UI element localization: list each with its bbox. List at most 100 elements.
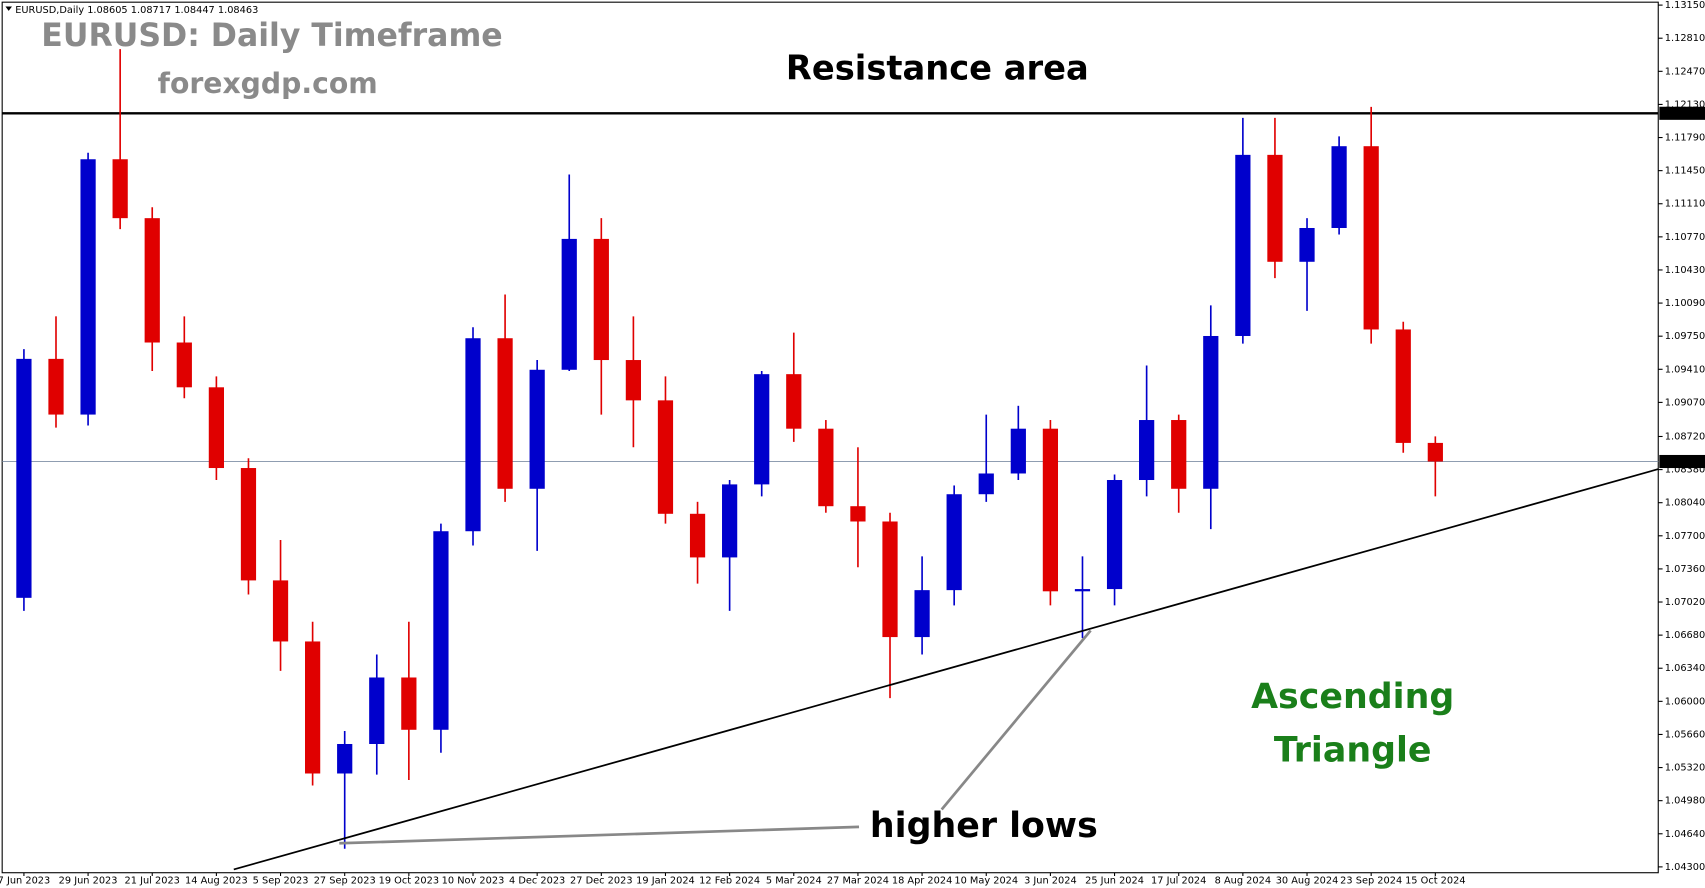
x-tick-label: 12 Feb 2024 [699, 875, 760, 886]
candle-body [914, 590, 930, 638]
x-tick-label: 5 Sep 2023 [253, 875, 309, 886]
chart-header: EURUSD,Daily 1.08605 1.08717 1.08447 1.0… [15, 5, 258, 16]
candle-body [689, 513, 706, 558]
candle-body [272, 580, 289, 642]
candle-body [1106, 480, 1123, 590]
y-tick-label: 1.05660 [1665, 729, 1705, 740]
x-tick-label: 29 Jun 2023 [59, 875, 118, 886]
y-tick-label: 1.06000 [1665, 696, 1705, 707]
price-label-box [1659, 454, 1705, 469]
y-tick-label: 1.11450 [1665, 166, 1705, 177]
candle-body [625, 360, 642, 401]
candle-body [1427, 442, 1443, 462]
candle-body [497, 338, 513, 489]
y-tick-label: 1.07700 [1665, 531, 1705, 542]
y-tick-label: 1.05320 [1665, 763, 1705, 774]
y-tick-label: 1.11110 [1665, 199, 1705, 210]
y-tick-label: 1.08380 [1665, 465, 1705, 476]
x-tick-label: 21 Jul 2023 [125, 875, 180, 886]
y-tick-label: 1.04980 [1665, 796, 1705, 807]
y-tick-label: 1.12130 [1665, 99, 1705, 110]
annotation: higher lows [870, 806, 1098, 846]
plot-frame [1, 1, 1659, 874]
candle-body [850, 506, 866, 522]
candle-body [1171, 420, 1187, 489]
candle-body [722, 484, 738, 558]
candle-body [337, 743, 353, 774]
chart-title: EURUSD: Daily Timeframe [41, 18, 502, 54]
x-tick-label: 19 Oct 2023 [379, 875, 439, 886]
y-tick-label: 1.04300 [1665, 862, 1705, 873]
candle-body [144, 218, 160, 343]
x-tick-label: 30 Aug 2024 [1276, 875, 1339, 886]
candle-body [48, 358, 64, 415]
candle-body [305, 641, 321, 774]
y-tick-label: 1.09410 [1665, 364, 1705, 375]
candle-body [754, 374, 770, 485]
x-tick-label: 8 Aug 2024 [1215, 875, 1271, 886]
candle-body [657, 400, 674, 514]
header-icon [5, 6, 12, 11]
candle-body [1299, 227, 1315, 262]
annotation: Ascending [1251, 677, 1454, 717]
x-tick-label: 10 May 2024 [954, 875, 1018, 886]
x-tick-label: 14 Aug 2023 [185, 875, 248, 886]
candle-body [16, 358, 32, 598]
y-tick-label: 1.06680 [1665, 630, 1705, 641]
x-tick-label: 5 Mar 2024 [766, 875, 822, 886]
candle-body [433, 531, 449, 730]
candle-body [1331, 146, 1347, 228]
candle-body [786, 374, 802, 429]
candle-body [401, 677, 417, 730]
price-label: 1.08463 [1663, 456, 1703, 467]
price-label-box [1659, 106, 1705, 120]
x-tick-label: 18 Apr 2024 [892, 875, 952, 886]
y-tick-label: 1.07360 [1665, 564, 1705, 575]
candle-body [1235, 154, 1251, 336]
candle-body [112, 159, 128, 219]
y-tick-label: 1.04640 [1665, 829, 1705, 840]
candle-body [1010, 428, 1026, 474]
price-label: 1.12039 [1663, 108, 1703, 119]
y-tick-label: 1.08720 [1665, 431, 1705, 442]
x-tick-label: 25 Jun 2024 [1085, 875, 1144, 886]
candle-body [1395, 329, 1411, 443]
y-tick-label: 1.11790 [1665, 133, 1705, 144]
candle-body [978, 473, 994, 495]
candle-body [1363, 146, 1379, 330]
candle-body [1267, 154, 1283, 262]
x-tick-label: 23 Sep 2024 [1340, 875, 1402, 886]
y-tick-label: 1.10770 [1665, 232, 1705, 243]
candle-body [561, 238, 577, 370]
pointer-line [940, 629, 1092, 811]
x-tick-label: 27 Mar 2024 [827, 875, 889, 886]
x-tick-label: 19 Jan 2024 [636, 875, 695, 886]
candle-body [208, 387, 224, 469]
candle-body [240, 468, 257, 581]
plot-area [2, 49, 1659, 849]
candle-body [80, 159, 96, 415]
y-tick-label: 1.09070 [1665, 397, 1705, 408]
y-tick-label: 1.10430 [1665, 265, 1705, 276]
y-tick-label: 1.13150 [1665, 0, 1705, 11]
candle-body [1042, 428, 1059, 592]
y-tick-label: 1.12810 [1665, 33, 1705, 44]
y-tick-label: 1.10090 [1665, 298, 1705, 309]
candle-body [1203, 335, 1219, 489]
candle-body [529, 369, 545, 489]
x-tick-label: 15 Oct 2024 [1405, 875, 1465, 886]
candle-body [593, 238, 609, 361]
candle-body [1074, 589, 1091, 592]
pointer-line [339, 825, 860, 845]
annotation: Resistance area [786, 48, 1089, 87]
candle-body [882, 521, 898, 638]
annotation: Triangle [1274, 731, 1432, 771]
candle-body [369, 677, 385, 744]
candle-body [818, 428, 834, 507]
candle-body [465, 338, 481, 532]
x-tick-label: 17 Jul 2024 [1151, 875, 1206, 886]
x-tick-label: 4 Dec 2023 [509, 875, 565, 886]
